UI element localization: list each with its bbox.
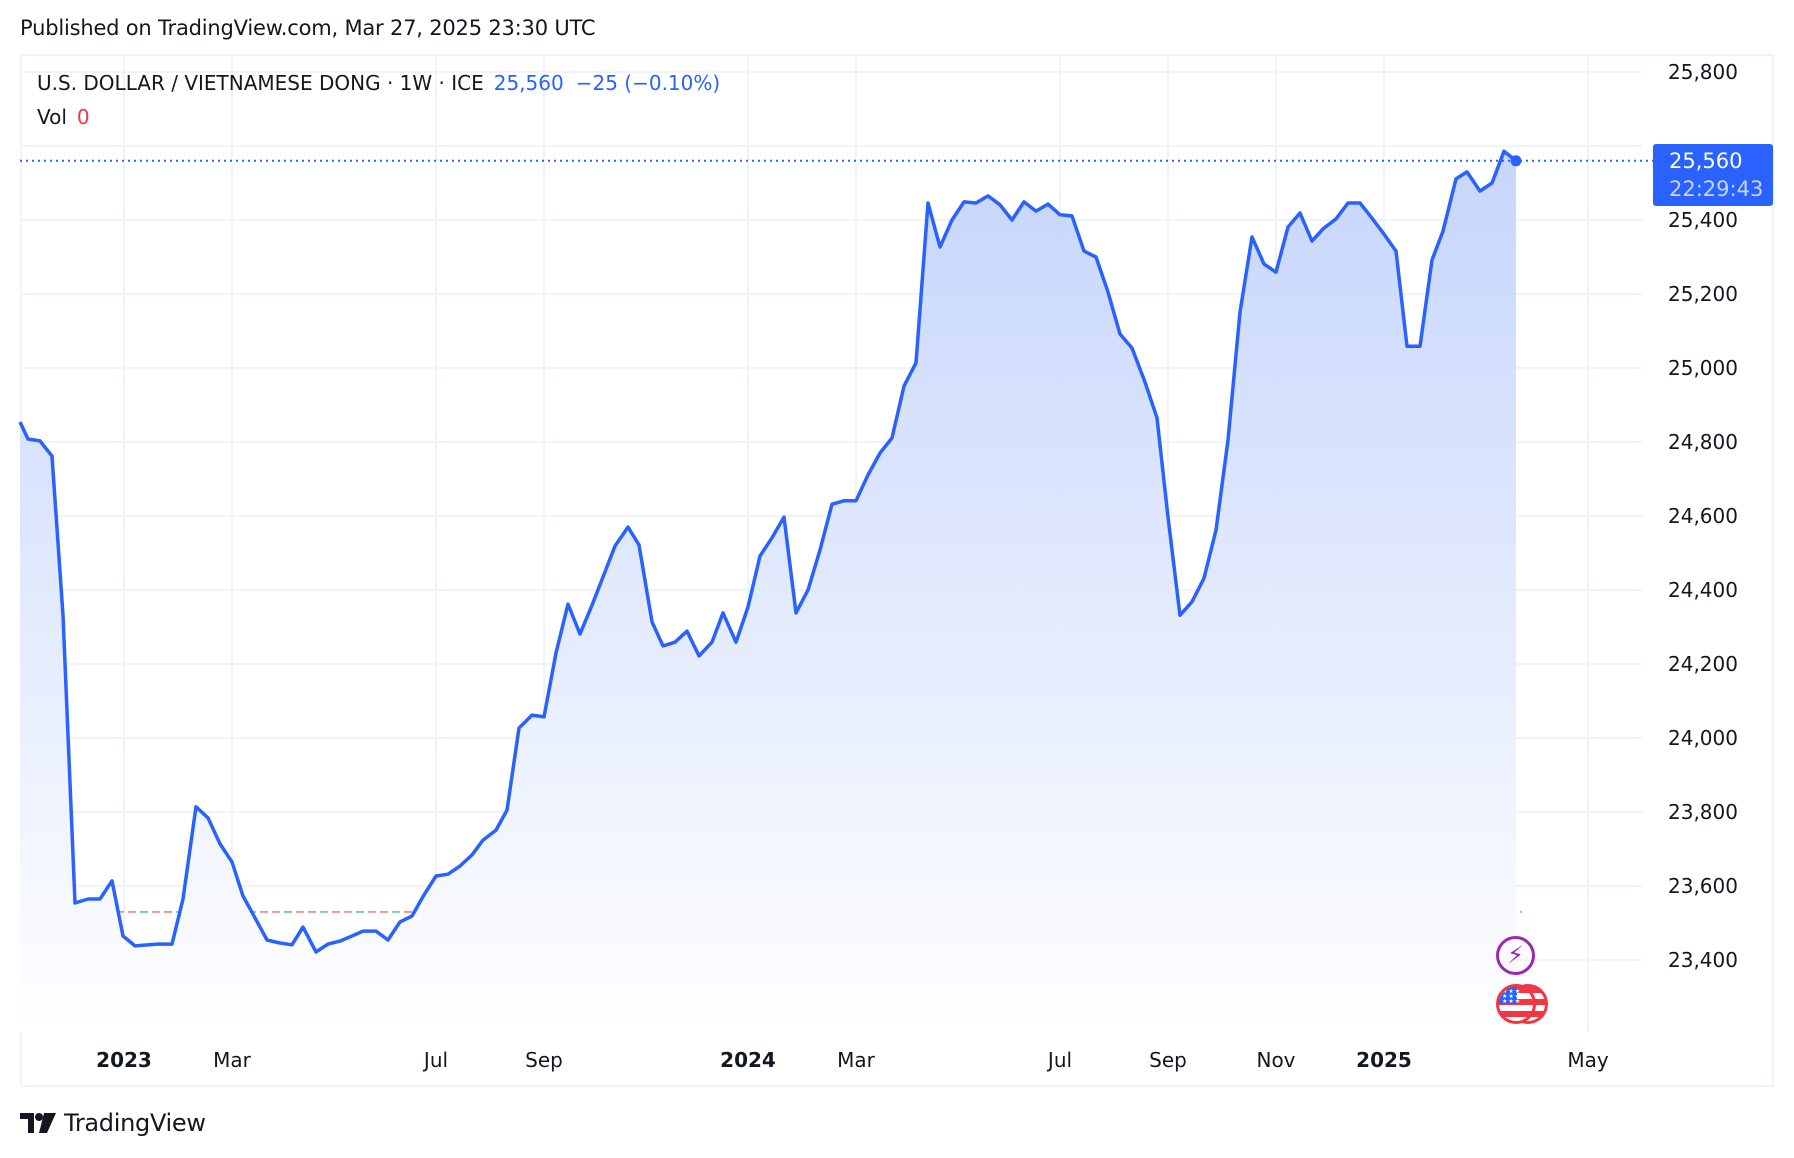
us-flag-icon[interactable]: ★★★ ★★★ ★★★ (1496, 984, 1536, 1024)
price-axis-label: 24,400 (1668, 578, 1738, 602)
price-axis-label: 24,200 (1668, 652, 1738, 676)
time-axis-label: Sep (1149, 1048, 1187, 1072)
last-price-dot (1510, 155, 1522, 167)
price-axis-label: 25,400 (1668, 208, 1738, 232)
time-axis-label: Mar (837, 1048, 875, 1072)
price-line (18, 149, 1518, 954)
price-change: −25 (−0.10%) (575, 71, 721, 95)
price-tag-value: 25,560 (1669, 149, 1743, 173)
time-axis-label: 2025 (1356, 1048, 1412, 1072)
price-axis-label: 25,200 (1668, 282, 1738, 306)
price-axis-label: 25,000 (1668, 356, 1738, 380)
tradingview-logo[interactable]: TradingView (20, 1109, 206, 1137)
last-price-tag: 25,560 22:29:43 (1653, 144, 1773, 206)
time-axis-label: May (1567, 1048, 1609, 1072)
series-legend[interactable]: U.S. DOLLAR / VIETNAMESE DONG · 1W · ICE… (37, 71, 720, 95)
symbol-title: U.S. DOLLAR / VIETNAMESE DONG · 1W · ICE (37, 71, 484, 95)
time-axis-label: Nov (1256, 1048, 1296, 1072)
tradingview-wordmark: TradingView (64, 1109, 206, 1137)
lightning-icon[interactable]: ⚡︎ (1496, 936, 1535, 975)
time-axis-label: 2023 (96, 1048, 152, 1072)
price-axis-label: 24,800 (1668, 430, 1738, 454)
price-axis-label: 23,800 (1668, 800, 1738, 824)
time-axis-label: Jul (1047, 1048, 1073, 1072)
bar-countdown: 22:29:43 (1669, 177, 1764, 201)
time-axis-label: Jul (423, 1048, 449, 1072)
volume-label: Vol (37, 105, 67, 129)
volume-legend[interactable]: Vol 0 (37, 105, 90, 129)
price-axis-label: 23,400 (1668, 948, 1738, 972)
time-axis-label: Mar (213, 1048, 251, 1072)
time-axis-label: Sep (525, 1048, 563, 1072)
price-axis-label: 25,800 (1668, 60, 1738, 84)
price-axis-label: 23,600 (1668, 874, 1738, 898)
volume-value: 0 (76, 105, 90, 129)
published-caption: Published on TradingView.com, Mar 27, 20… (20, 16, 596, 40)
time-axis-label: 2024 (720, 1048, 776, 1072)
price-axis-label: 24,000 (1668, 726, 1738, 750)
price-area (20, 151, 1516, 1032)
tradingview-logo-icon (20, 1113, 56, 1133)
last-price-value: 25,560 (493, 71, 564, 95)
price-axis-label: 24,600 (1668, 504, 1738, 528)
